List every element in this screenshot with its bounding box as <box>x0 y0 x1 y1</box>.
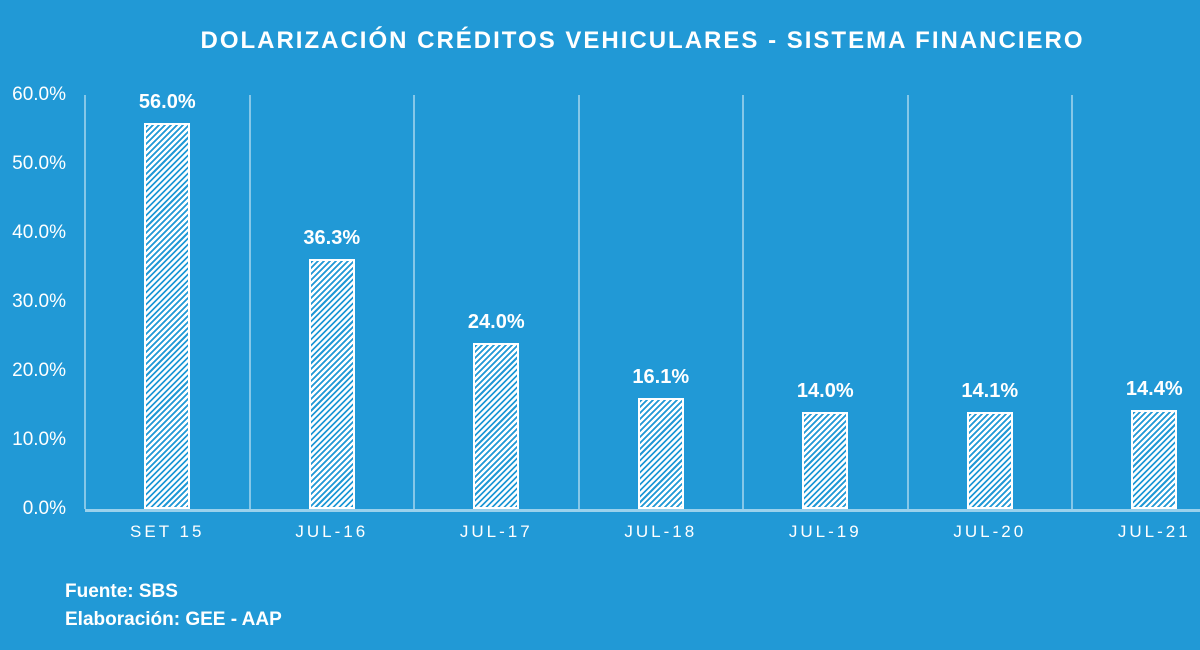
y-axis-label: 50.0% <box>12 153 66 174</box>
bar-value-label: 14.1% <box>961 379 1019 402</box>
bar-set-15 <box>144 122 191 509</box>
bar-jul-16 <box>308 258 355 509</box>
bar-jul-20 <box>966 411 1013 509</box>
gridline <box>413 95 415 509</box>
gridline <box>906 95 909 509</box>
y-axis-label: 30.0% <box>12 291 66 312</box>
bar-value-label: 36.3% <box>303 226 361 249</box>
bar-value-label: 16.1% <box>632 365 690 388</box>
bar-jul-19 <box>802 412 849 509</box>
bar-jul-17 <box>473 343 520 509</box>
source-line: Fuente: SBS <box>65 581 178 602</box>
bar-jul-18 <box>637 397 684 509</box>
x-axis-label: JUL-21 <box>1117 522 1191 541</box>
footer: Fuente: SBS Elaboración: GEE - AAP <box>65 578 282 634</box>
x-axis-label: JUL-19 <box>788 522 862 541</box>
bar-value-label: 24.0% <box>467 311 525 334</box>
y-axis-label: 40.0% <box>12 222 66 243</box>
y-axis-label: 20.0% <box>12 360 66 381</box>
bar-jul-21 <box>1131 409 1178 509</box>
x-axis-labels: SET 15 JUL-16 JUL-17 JUL-18 JUL-19 JUL-20 JUL-… <box>85 522 1200 548</box>
x-axis-label: SET 15 <box>130 522 205 541</box>
x-axis-label: JUL-17 <box>459 522 533 541</box>
gridline <box>1071 95 1073 509</box>
y-axis-label: 10.0% <box>12 429 66 450</box>
gridline <box>84 95 86 509</box>
x-axis-label: JUL-16 <box>295 522 369 541</box>
gridline <box>742 95 744 509</box>
x-axis-label: JUL-18 <box>624 522 698 541</box>
y-axis-label: 60.0% <box>12 84 66 105</box>
bar-value-label: 14.4% <box>1125 377 1183 400</box>
elaboration-line: Elaboración: GEE - AAP <box>65 609 282 630</box>
x-axis-label: JUL-20 <box>953 522 1027 541</box>
chart-title: DOLARIZACIÓN CRÉDITOS VEHICULARES - SIST… <box>200 27 1085 54</box>
gridline <box>577 95 580 509</box>
gridline <box>248 95 251 509</box>
bar-value-label: 14.0% <box>796 380 854 403</box>
y-axis-label: 0.0% <box>22 498 66 519</box>
plot-area: 56.0% 36.3% 24.0% 16.1% 14.0% 14.1% 14.4% <box>84 91 1200 512</box>
bar-value-label: 56.0% <box>138 90 196 113</box>
